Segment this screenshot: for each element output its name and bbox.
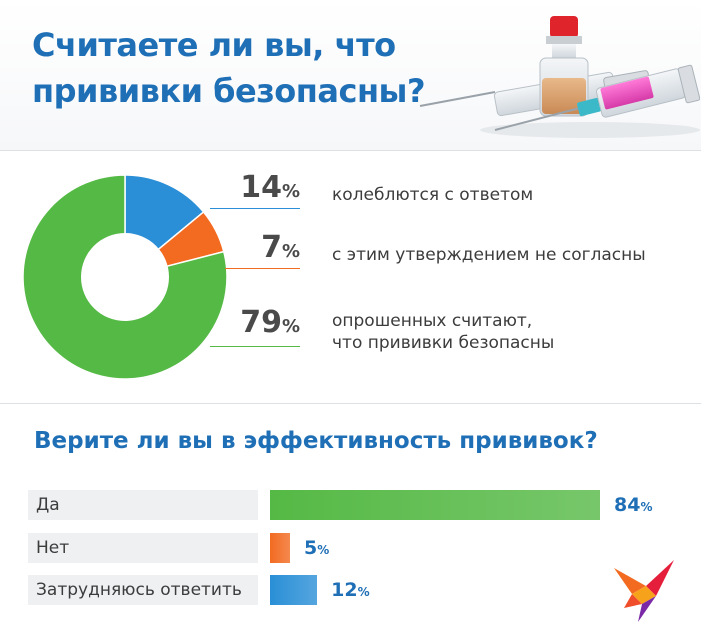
bar-row: 84%	[270, 490, 652, 520]
section-divider	[0, 403, 701, 404]
donut-category-label: колеблются с ответом	[332, 184, 692, 206]
bar-value-number: 84	[614, 494, 641, 516]
percent-sign: %	[317, 543, 330, 557]
legend-leader-line	[225, 268, 300, 269]
bar-fill	[270, 575, 318, 605]
bar-value-label: 84%	[614, 490, 652, 520]
donut-category-label: опрошенных считают, что прививки безопасн…	[332, 310, 692, 354]
category-text-line: с этим утверждением не согласны	[332, 245, 646, 265]
percent-sign: %	[281, 181, 300, 202]
percent-sign: %	[281, 241, 300, 262]
bar-value-label: 12%	[331, 575, 369, 605]
donut-value-label: 14%	[205, 170, 300, 205]
donut-hole	[81, 233, 169, 321]
safety-donut-chart	[22, 174, 228, 380]
percent-sign: %	[281, 316, 300, 337]
legend-leader-line	[210, 346, 300, 347]
donut-slice-3	[22, 174, 228, 380]
legend-leader-line	[210, 208, 300, 209]
bar-value-number: 12	[331, 579, 358, 601]
donut-category-label: с этим утверждением не согласны	[332, 244, 692, 266]
bar-category-label: Нет	[28, 533, 258, 563]
category-text-line: колеблются с ответом	[332, 185, 534, 205]
header-banner: Считаете ли вы, что прививки безопасны?	[0, 0, 701, 150]
percent-number: 79	[240, 305, 282, 340]
bar-fill	[270, 490, 600, 520]
syringe-vial-illustration	[419, 16, 700, 138]
bar-row: 12%	[270, 575, 600, 605]
category-text-line: опрошенных считают,	[332, 311, 533, 331]
bar-row: 5%	[270, 533, 600, 563]
percent-sign: %	[640, 500, 653, 514]
bar-fill	[270, 533, 290, 563]
percent-number: 7	[261, 230, 282, 265]
bird-logo	[614, 560, 674, 622]
bar-category-label: Затрудняюсь ответить	[28, 575, 258, 605]
bar-value-number: 5	[304, 537, 318, 559]
percent-number: 14	[240, 170, 282, 205]
section-divider	[0, 150, 701, 151]
page-title: Считаете ли вы, что прививки безопасны?	[32, 26, 426, 110]
percent-sign: %	[357, 585, 370, 599]
question2-title: Верите ли вы в эффективность прививок?	[34, 428, 598, 454]
bar-category-label: Да	[28, 490, 258, 520]
category-text-line: что прививки безопасны	[332, 333, 555, 353]
bar-value-label: 5%	[304, 533, 329, 563]
donut-value-label: 7%	[205, 230, 300, 265]
donut-value-label: 79%	[205, 305, 300, 340]
